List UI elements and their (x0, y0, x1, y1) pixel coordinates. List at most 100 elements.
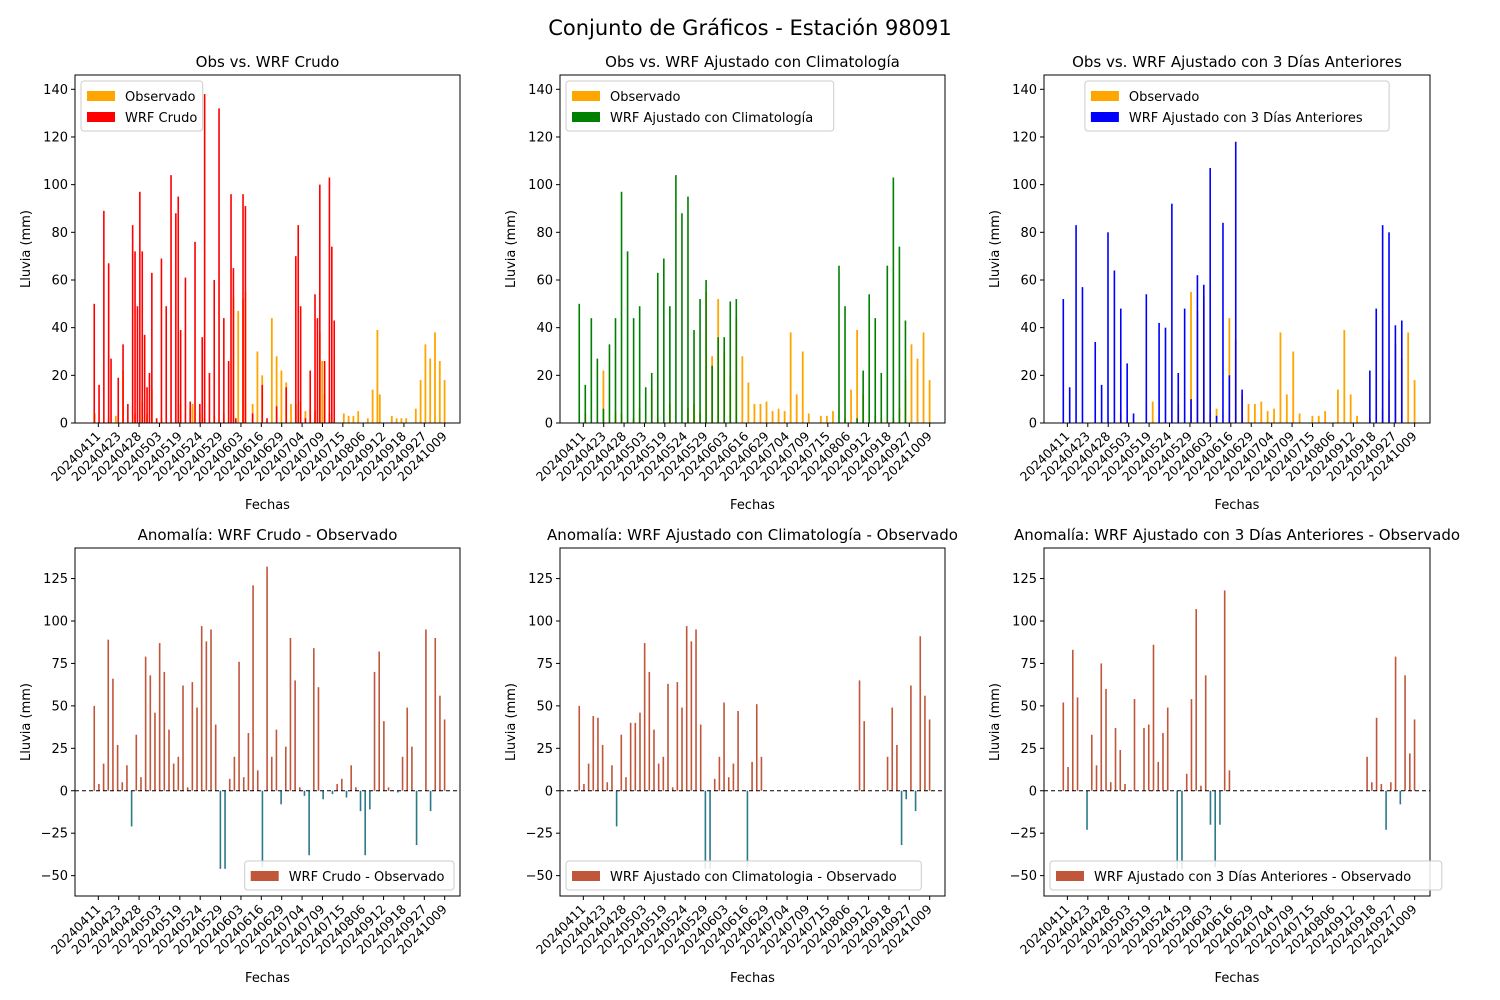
anomaly-bar-positive (597, 717, 599, 791)
observed-bar (1407, 332, 1410, 423)
axes-frame (74, 547, 461, 897)
legend-box (565, 860, 922, 891)
forecast-bar (602, 408, 605, 423)
anomaly-bar-positive (657, 763, 660, 791)
forecast-bar (1062, 299, 1065, 423)
anomaly-bar-negative (130, 790, 133, 827)
forecast-bar (201, 337, 204, 423)
anomaly-bar-positive (434, 637, 437, 791)
y-tick-label: 40 (1020, 321, 1037, 336)
observed-bar (419, 380, 422, 423)
observed-bar (753, 403, 756, 423)
observed-bar (400, 418, 403, 423)
anomaly-bar-positive (378, 651, 381, 791)
forecast-bar (1196, 275, 1199, 423)
x-axis-label: Fechas (1215, 498, 1260, 513)
forecast-bar (295, 256, 297, 423)
forecast-bar (1228, 375, 1231, 423)
forecast-bar (328, 177, 331, 423)
anomaly-bar-negative (905, 790, 908, 800)
anomaly-bar-positive (671, 787, 674, 791)
y-axis-label: Lluvia (mm) (988, 683, 1003, 761)
observed-bar (1298, 413, 1301, 423)
anomaly-bar-negative (308, 790, 310, 856)
observed-bar (434, 332, 436, 423)
observed-bar (1253, 403, 1256, 423)
anomaly-bar-positive (336, 783, 338, 791)
forecast-bar (656, 272, 659, 423)
y-tick-label: 20 (51, 369, 68, 384)
anomaly-bar-positive (1185, 773, 1188, 791)
forecast-bar (868, 294, 870, 423)
anomaly-bar-positive (1133, 699, 1136, 791)
forecast-bar (103, 210, 105, 423)
anomaly-bar-positive (896, 744, 898, 791)
anomaly-bar-positive (863, 721, 866, 791)
subplot-title: Obs vs. WRF Crudo (196, 53, 340, 71)
forecast-bar (184, 277, 187, 423)
anomaly-bar-positive (629, 722, 632, 791)
y-tick-label: 25 (1020, 742, 1037, 757)
legend: WRF Ajustado con Climatologia - Observad… (565, 860, 922, 891)
observed-bar (789, 332, 792, 423)
figure-title: Conjunto de Gráficos - Estación 98091 (548, 16, 952, 40)
observed-bar (191, 403, 194, 423)
anomaly-bar-positive (578, 705, 581, 791)
forecast-bar (1190, 399, 1192, 423)
y-tick-label: 120 (43, 130, 68, 145)
anomaly-bar-negative (369, 790, 371, 810)
observed-bar (1228, 318, 1231, 423)
anomaly-bar-positive (205, 641, 208, 791)
y-tick-label: 75 (51, 657, 68, 672)
anomaly-bar-positive (676, 682, 679, 791)
observed-bar (342, 413, 345, 423)
anomaly-bar-positive (723, 702, 725, 791)
anomaly-bar-negative (704, 790, 707, 869)
anomaly-bar-positive (1371, 782, 1373, 791)
axes-frame (559, 74, 946, 424)
anomaly-bar-positive (411, 746, 413, 791)
forecast-bar (136, 306, 139, 423)
forecast-bar (141, 251, 144, 423)
forecast-bar (717, 337, 719, 423)
forecast-bar (117, 377, 120, 423)
y-axis-label: Lluvia (mm) (504, 210, 519, 288)
y-tick-label: 60 (51, 273, 68, 288)
observed-bar (759, 403, 762, 423)
x-axis-label: Fechas (730, 971, 775, 986)
forecast-bar (844, 306, 846, 423)
legend-swatch (87, 112, 115, 122)
anomaly-bar-positive (1152, 644, 1155, 791)
y-tick-label: 125 (43, 572, 68, 587)
observed-bar (429, 358, 432, 423)
anomaly-bar-negative (359, 790, 362, 812)
observed-bar (347, 415, 350, 423)
forecast-bar (275, 406, 278, 423)
forecast-bar (663, 258, 665, 423)
anomaly-bar-positive (98, 783, 100, 791)
forecast-bar (1164, 327, 1167, 423)
observed-bar (741, 356, 744, 423)
forecast-bar (1234, 141, 1237, 423)
anomaly-bar-positive (294, 680, 296, 791)
forecast-bar (735, 299, 738, 423)
anomaly-bar-negative (1176, 790, 1179, 869)
forecast-bar (314, 294, 316, 423)
y-tick-label: 0 (1029, 784, 1037, 799)
anomaly-bar-positive (355, 787, 357, 791)
forecast-bar (232, 268, 235, 423)
subplot-title: Anomalía: WRF Ajustado con 3 Días Anteri… (1014, 526, 1460, 544)
anomaly-bar-negative (219, 790, 222, 869)
subplot-6: Anomalía: WRF Ajustado con 3 Días Anteri… (988, 526, 1460, 986)
anomaly-bar-positive (298, 787, 301, 791)
anomaly-bar-positive (102, 763, 105, 791)
forecast-bar (632, 318, 635, 423)
y-tick-label: 120 (1012, 130, 1037, 145)
y-tick-label: 100 (43, 178, 68, 193)
anomaly-bar-positive (186, 787, 189, 791)
observed-bar (850, 389, 852, 423)
y-tick-label: 25 (51, 742, 68, 757)
anomaly-bar-negative (1209, 790, 1212, 825)
observed-bar (405, 418, 408, 423)
forecast-bar (1375, 308, 1378, 423)
